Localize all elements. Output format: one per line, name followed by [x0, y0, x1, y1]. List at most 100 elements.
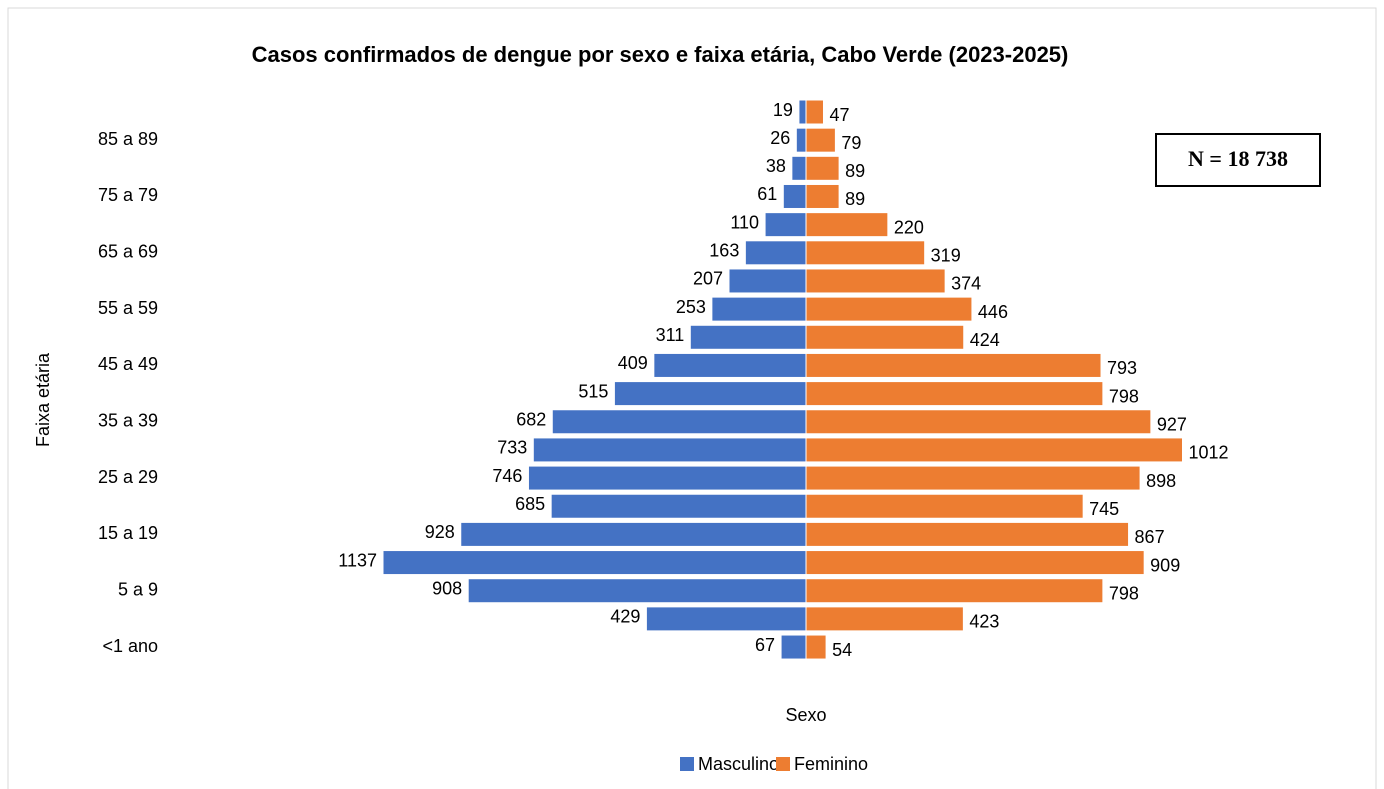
bar [382, 550, 807, 576]
value-label: 19 [773, 100, 793, 120]
bar [653, 352, 807, 378]
bar [805, 550, 1145, 576]
bar [551, 409, 807, 435]
value-label: 61 [757, 184, 777, 204]
bar [805, 127, 836, 153]
value-label: 793 [1107, 358, 1137, 378]
bar [744, 240, 807, 266]
bar [780, 634, 807, 660]
bar [728, 268, 807, 294]
bar [550, 493, 807, 519]
bar [764, 212, 807, 238]
bar [805, 99, 824, 125]
value-label: 54 [832, 640, 852, 660]
bar [805, 324, 965, 350]
value-label: 374 [951, 274, 981, 294]
bar [795, 127, 807, 153]
bar [805, 296, 973, 322]
bar [689, 324, 807, 350]
y-tick-label: 85 a 89 [98, 129, 158, 149]
value-label: 47 [829, 105, 849, 125]
chart-border [7, 7, 1377, 789]
value-label: 746 [492, 466, 522, 486]
value-label: 110 [730, 212, 759, 232]
legend-label: Feminino [794, 754, 868, 774]
value-label: 207 [693, 269, 723, 289]
value-label: 908 [432, 578, 462, 598]
value-label: 733 [497, 438, 527, 458]
value-label: 423 [969, 612, 999, 632]
value-label: 26 [770, 128, 790, 148]
value-label: 446 [978, 302, 1008, 322]
bar [805, 578, 1104, 604]
bar [805, 465, 1141, 491]
bar [645, 606, 807, 632]
value-label: 311 [656, 325, 685, 345]
value-label: 38 [766, 156, 786, 176]
y-tick-label: 65 a 69 [98, 242, 158, 262]
value-label: 909 [1150, 555, 1180, 575]
value-label: 163 [709, 241, 739, 261]
legend-label: Masculino [698, 754, 779, 774]
y-tick-label: 75 a 79 [98, 185, 158, 205]
value-label: 685 [515, 494, 545, 514]
bar [805, 268, 946, 294]
y-tick-label: 15 a 19 [98, 523, 158, 543]
y-tick-label: <1 ano [102, 636, 158, 656]
value-label: 867 [1135, 527, 1165, 547]
bar [805, 183, 840, 209]
annotation-box [1155, 133, 1321, 187]
bar [791, 155, 807, 181]
value-label: 745 [1089, 499, 1119, 519]
bar [805, 155, 840, 181]
y-tick-label: 25 a 29 [98, 467, 158, 487]
bar [805, 606, 964, 632]
x-axis-title: Sexo [785, 705, 826, 725]
chart-title: Casos confirmados de dengue por sexo e f… [252, 42, 1069, 67]
bar [527, 465, 807, 491]
value-label: 682 [516, 410, 546, 430]
value-label: 515 [578, 381, 608, 401]
bar [782, 183, 807, 209]
bar [798, 99, 807, 125]
y-tick-label: 45 a 49 [98, 354, 158, 374]
value-label: 928 [425, 522, 455, 542]
bar [460, 521, 807, 547]
bar [805, 493, 1084, 519]
bar [805, 352, 1102, 378]
value-label: 89 [845, 189, 865, 209]
value-label: 798 [1109, 386, 1139, 406]
y-axis-title: Faixa etária [33, 352, 53, 447]
value-label: 1137 [338, 550, 377, 570]
value-label: 220 [894, 217, 924, 237]
value-label: 898 [1146, 471, 1176, 491]
legend-swatch [680, 757, 694, 771]
value-label: 798 [1109, 583, 1139, 603]
bar [711, 296, 807, 322]
y-tick-label: 5 a 9 [118, 579, 158, 599]
annotation: N = 18 738 [1188, 146, 1288, 171]
value-label: 1012 [1188, 443, 1228, 463]
bar [805, 409, 1152, 435]
bar [805, 212, 889, 238]
value-label: 409 [618, 353, 648, 373]
value-label: 927 [1157, 415, 1187, 435]
bar [805, 437, 1183, 463]
value-label: 319 [931, 246, 961, 266]
value-label: 89 [845, 161, 865, 181]
bar [805, 634, 827, 660]
y-tick-label: 55 a 59 [98, 298, 158, 318]
value-label: 424 [970, 330, 1000, 350]
value-label: 429 [610, 607, 640, 627]
bar [805, 521, 1130, 547]
value-label: 67 [755, 635, 775, 655]
bar [532, 437, 807, 463]
bar [467, 578, 807, 604]
legend-swatch [776, 757, 790, 771]
bar [805, 381, 1104, 407]
value-label: 79 [841, 133, 861, 153]
bar [805, 240, 926, 266]
bar [613, 381, 807, 407]
value-label: 253 [676, 297, 706, 317]
